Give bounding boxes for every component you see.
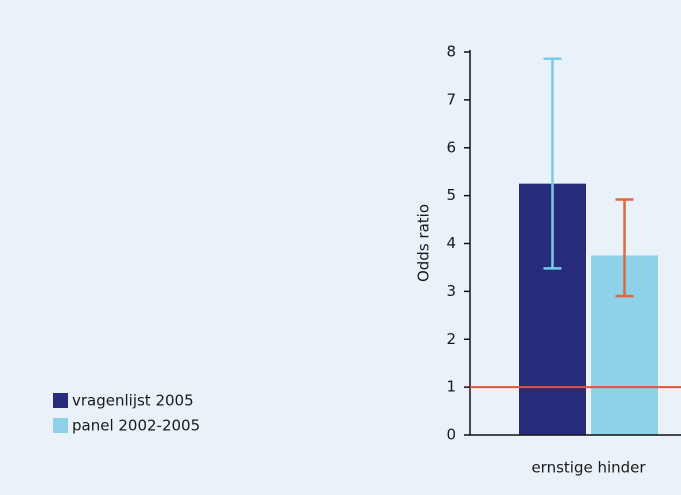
y-tick-label: 2: [446, 330, 456, 348]
y-tick-label: 6: [446, 138, 456, 156]
y-tick-label: 1: [446, 378, 456, 396]
y-tick-label: 8: [446, 43, 456, 61]
legend-label: vragenlijst 2005: [72, 392, 194, 410]
y-tick-label: 0: [446, 426, 456, 444]
y-tick-label: 7: [446, 90, 456, 108]
y-tick-label: 4: [446, 234, 456, 252]
y-tick-label: 5: [446, 186, 456, 204]
y-tick-label: 3: [446, 282, 456, 300]
x-tick-label: ernstige hinder: [531, 459, 646, 477]
legend-swatch: [53, 393, 68, 408]
y-axis-label: Odds ratio: [415, 204, 433, 282]
legend-label: panel 2002-2005: [72, 417, 200, 435]
legend-swatch: [53, 418, 68, 433]
